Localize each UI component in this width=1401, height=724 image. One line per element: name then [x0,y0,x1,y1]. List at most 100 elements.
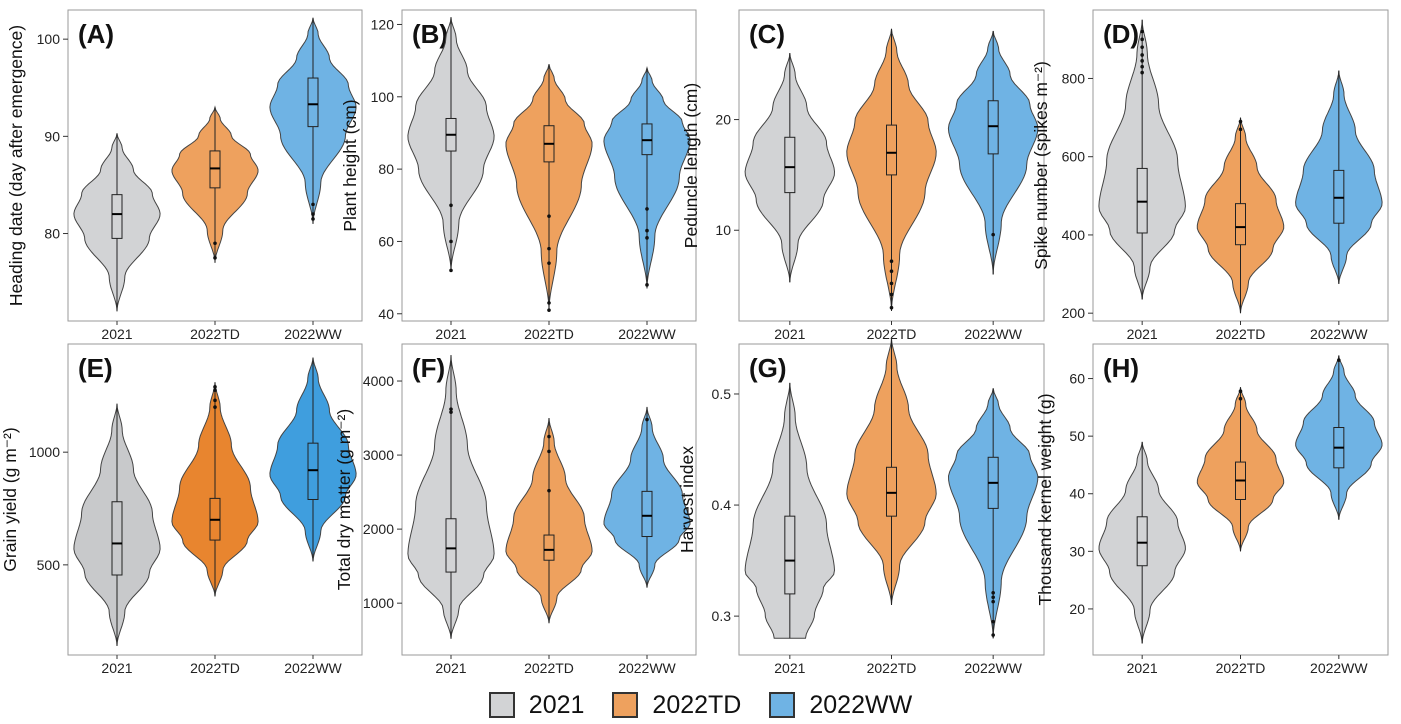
panel-h: 20 30 40 50 60 Thousand kernel weight (g) (H) 2… [1035,343,1389,676]
y-tick-label: 20 [715,112,731,128]
panel-f: 1000 2000 3000 4000 Total dry matter (g m⁻²)… [334,343,697,676]
outlier-point [1140,45,1144,49]
iqr-box [445,518,457,573]
outlier-point [547,488,551,493]
y-tick-label: 1000 [29,444,60,460]
outlier-point [645,283,649,287]
outlier-point [1140,53,1144,57]
legend-item-2022td: 2022TD [612,691,741,720]
y-tick-label: 40 [378,306,394,322]
outlier-point [991,591,995,595]
x-tick-label: 2022TD [190,660,240,676]
panel-d: 200 400 600 800 Spike number (spikes m⁻²) (D)… [1031,9,1389,342]
y-axis-label: Spike number (spikes m⁻²) [1031,61,1051,270]
x-tick-label: 2022WW [284,660,342,676]
outlier-point [213,385,217,389]
outlier-point [1140,37,1144,42]
panel-e: 500 1000 Grain yield (g m⁻²) (E) 2021 2022TD 2… [0,343,363,676]
outlier-point [1337,358,1341,362]
x-tick-label: 2022TD [190,326,240,342]
y-tick-label: 60 [1069,371,1085,387]
legend-label-2022ww: 2022WW [809,690,913,719]
y-tick-label: 3000 [363,447,394,463]
y-tick-label: 20 [1069,601,1085,617]
violin-group-2021: 2021 [407,17,495,342]
iqr-box [307,77,319,128]
outlier-point [991,633,995,637]
outlier-point [547,246,551,251]
outlier-point [449,410,453,414]
outlier-point [547,308,551,312]
violin-group-2022td: 2022TD [1196,387,1285,676]
y-tick-label: 500 [37,557,61,573]
y-tick-label: 10 [715,222,731,238]
outlier-point [449,203,453,208]
violin-group-2022td: 2022TD [846,28,937,342]
outlier-point [547,449,551,454]
outlier-point [547,214,551,218]
iqr-box [307,442,319,501]
panel-label: (B) [412,19,448,49]
x-tick-label: 2021 [1127,660,1158,676]
outlier-point [1238,396,1243,401]
violin-group-2021: 2021 [1098,441,1186,676]
x-tick-label: 2022WW [1310,660,1368,676]
outlier-point [889,292,894,297]
outlier-point [547,434,551,439]
x-tick-label: 2022WW [964,660,1022,676]
iqr-box [111,501,123,576]
outlier-point [645,236,649,240]
iqr-box [1235,203,1246,246]
x-tick-label: 2021 [101,660,132,676]
outlier-point [213,388,217,392]
violin-group-2022td: 2022TD [505,64,593,342]
y-axis-label: Peduncle length (cm) [681,83,701,248]
x-tick-label: 2021 [435,660,466,676]
outlier-point [1238,389,1243,394]
outlier-point [1140,70,1144,75]
y-tick-label: 60 [378,233,394,249]
violin-group-2022td: 2022TD [171,382,259,676]
y-tick-label: 600 [1062,149,1086,165]
violin-group-2022ww: 2022WW [603,66,691,342]
outlier-point [1238,127,1243,132]
iqr-box [784,136,796,194]
x-tick-label: 2022WW [284,326,342,342]
x-tick-label: 2022TD [1216,326,1266,342]
legend-swatch-2021 [488,692,515,718]
outlier-point [213,241,217,246]
outlier-point [991,599,995,604]
x-tick-label: 2022WW [964,326,1022,342]
panel-b: 40 60 80 100 120 Plant height (cm) (B) 2021 2022… [340,9,697,342]
iqr-box [987,100,999,155]
outlier-point [991,619,995,624]
x-tick-label: 2022TD [867,660,917,676]
outlier-point [1238,119,1243,124]
y-tick-label: 2000 [363,521,394,537]
iqr-box [886,124,897,176]
legend-swatch-2022ww [769,692,796,718]
outlier-point [213,405,217,409]
outlier-point [645,417,649,422]
iqr-box [111,194,123,239]
panel-g: 0.3 0.4 0.5 Harvest index (G) 2021 2022TD 2022W… [677,338,1045,676]
outlier-point [889,269,894,273]
violin-group-2022ww: 2022WW [269,357,357,676]
x-tick-label: 2022WW [1310,326,1368,342]
y-axis-label: Grain yield (g m⁻²) [0,427,20,571]
outlier-point [449,407,453,411]
x-tick-label: 2022WW [618,326,676,342]
y-tick-label: 100 [37,31,61,47]
iqr-box [543,534,555,561]
x-tick-label: 2022TD [524,326,574,342]
y-tick-label: 1000 [363,595,394,611]
y-tick-label: 400 [1062,227,1086,243]
outlier-point [991,595,995,600]
y-tick-label: 90 [44,128,60,144]
panel-a: 80 90 100 Heading date (day after emergence… [6,9,363,342]
violin-group-2022ww: 2022WW [1295,355,1383,676]
outlier-point [1140,64,1144,69]
y-tick-label: 40 [1069,486,1085,502]
iqr-box [784,515,796,595]
